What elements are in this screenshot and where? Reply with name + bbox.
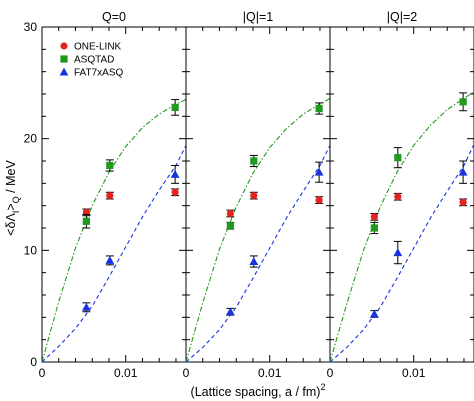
data-point	[458, 167, 468, 176]
panel-title: Q=0	[102, 10, 126, 24]
x-tick-label: 0.01	[114, 366, 138, 380]
legend-marker	[60, 55, 68, 63]
data-point	[370, 224, 378, 232]
data-point	[250, 192, 258, 200]
fit-curve	[185, 97, 331, 363]
data-point	[393, 248, 403, 257]
fit-curve	[185, 145, 331, 363]
data-point	[394, 193, 402, 201]
data-point	[459, 198, 467, 206]
legend-label: FAT7xASQ	[74, 68, 123, 79]
x-tick-label: 0	[183, 366, 190, 380]
data-point	[314, 167, 324, 176]
panel-frame	[329, 26, 474, 363]
data-point	[170, 170, 180, 178]
data-point	[315, 196, 323, 204]
data-point	[106, 192, 114, 200]
panel-1: |Q|=1 0 0.01	[183, 10, 331, 380]
data-point	[315, 104, 323, 113]
legend-label: ONE-LINK	[74, 42, 122, 53]
data-point	[171, 188, 179, 196]
legend-marker	[59, 67, 69, 76]
data-point	[226, 222, 234, 230]
y-axis-title: <δΛI>Q / MeV	[4, 160, 21, 236]
legend: ONE-LINK ASQTAD FAT7xASQ	[59, 42, 123, 79]
data-point	[394, 154, 402, 162]
data-point	[82, 217, 90, 225]
fit-curve	[329, 91, 474, 363]
data-point	[81, 302, 91, 311]
panel-0: Q=0 0 10 20 30 0 0.01	[24, 10, 187, 380]
panel-title: |Q|=2	[387, 10, 418, 24]
y-tick-label: 10	[24, 243, 38, 257]
fit-curve	[329, 144, 474, 363]
panel-2: |Q|=2 0 0.01	[327, 10, 474, 380]
x-axis-title: (Lattice spacing, a / fm)2	[191, 382, 326, 399]
panel-frame	[185, 26, 331, 363]
data-point	[225, 307, 235, 316]
data-point	[459, 98, 467, 106]
data-point	[105, 255, 115, 264]
data-point	[226, 209, 234, 218]
y-tick-label: 0	[30, 355, 37, 369]
data-point	[369, 309, 379, 318]
panels-layer: Q=0 0 10 20 30 0 0.01 |Q|=1 0 0.01 |Q|=2 0 0.01	[24, 10, 474, 380]
panel-title: |Q|=1	[243, 10, 274, 24]
data-point	[250, 157, 258, 165]
data-point	[171, 103, 179, 111]
x-tick-label: 0.01	[258, 366, 282, 380]
fit-curve	[41, 145, 187, 363]
data-point	[370, 213, 378, 221]
x-tick-label: 0.01	[402, 366, 426, 380]
x-tick-label: 0	[39, 366, 46, 380]
data-point	[249, 257, 259, 266]
x-tick-label: 0	[327, 366, 334, 380]
fit-curve	[41, 99, 187, 363]
legend-marker	[60, 42, 68, 50]
y-tick-label: 20	[24, 132, 38, 146]
data-point	[106, 161, 114, 170]
y-tick-label: 30	[24, 20, 38, 34]
legend-label: ASQTAD	[74, 55, 114, 66]
